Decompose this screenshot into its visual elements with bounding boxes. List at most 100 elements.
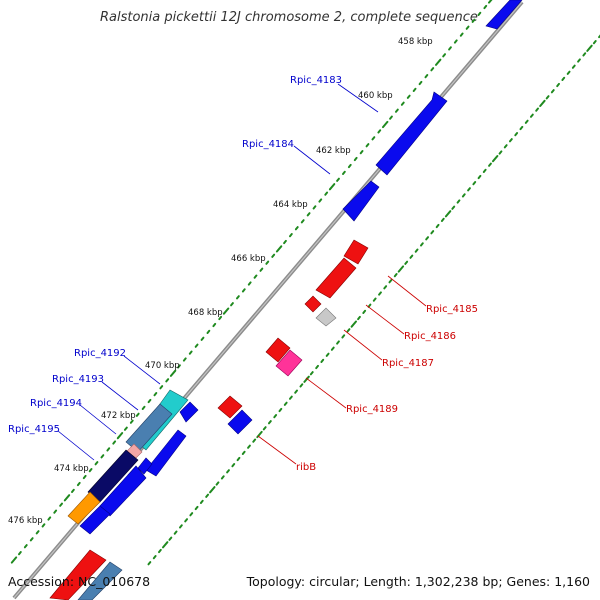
label-rpic-4192[interactable]: Rpic_4192: [74, 348, 126, 359]
gene-rpic-4185[interactable]: [343, 239, 369, 265]
rail-dot: [353, 156, 358, 162]
gene-top-partial[interactable]: [485, 0, 523, 30]
rail-dot: [357, 315, 361, 321]
rail-dot: [63, 494, 71, 502]
rail-dot: [467, 187, 471, 192]
rail-dot: [383, 285, 388, 290]
label-rpic-4185[interactable]: Rpic_4185: [426, 304, 478, 315]
gene-red-bottom[interactable]: [49, 549, 107, 600]
rail-dot: [461, 193, 466, 198]
rail-dot: [135, 412, 140, 417]
rail-dot: [153, 392, 158, 397]
rail-dot: [346, 328, 351, 333]
rail-dot: [509, 138, 513, 143]
rail-dot: [397, 265, 405, 273]
rail-dot: [252, 438, 257, 443]
gene-rpic-4189[interactable]: [275, 349, 303, 377]
rail-dot: [147, 398, 152, 404]
gene-orange[interactable]: [67, 491, 101, 525]
rail-dot: [158, 548, 162, 554]
label-rpic-4184[interactable]: Rpic_4184: [242, 139, 294, 150]
label-rpic-4187[interactable]: Rpic_4187: [382, 358, 434, 369]
rail-dot: [393, 273, 398, 278]
rail-dot: [318, 198, 323, 203]
label-rpic-4189[interactable]: Rpic_4189: [346, 404, 398, 415]
rail-dot: [420, 242, 424, 247]
gene-ribb-red[interactable]: [217, 395, 243, 419]
rail-dot: [212, 322, 217, 328]
rail-dot: [406, 94, 411, 99]
gene-steel-bottom[interactable]: [77, 561, 123, 600]
label-rpic-4195[interactable]: Rpic_4195: [8, 424, 60, 435]
rail-dot: [456, 199, 461, 204]
rail-dot: [289, 395, 293, 400]
rail-dot: [328, 183, 336, 191]
rail-dot: [241, 288, 246, 293]
label-rpic-4186[interactable]: Rpic_4186: [404, 331, 456, 342]
label-rpic-4193[interactable]: Rpic_4193: [52, 374, 104, 385]
rail-dot: [425, 236, 429, 241]
gene-4192-small[interactable]: [179, 401, 199, 423]
rail-dot: [231, 463, 236, 468]
rail-dot: [377, 129, 382, 134]
rail-dot: [236, 295, 240, 300]
rail-dot: [294, 226, 299, 231]
rail-dot: [483, 4, 488, 10]
rail-dot: [404, 260, 409, 265]
gene-rpic-4186[interactable]: [315, 257, 357, 299]
rail-dot: [94, 461, 99, 466]
reverse-labels: Rpic_4185 Rpic_4186 Rpic_4187 Rpic_4189 …: [257, 275, 478, 473]
rail-dot: [598, 34, 600, 39]
rail-dot: [71, 488, 75, 493]
rail-dot: [498, 150, 503, 155]
rail-dot: [382, 120, 389, 129]
rail-dot: [412, 87, 417, 92]
rail-dot: [182, 357, 187, 362]
rail-dot: [209, 486, 216, 494]
gene-4194-small[interactable]: [137, 457, 153, 475]
tick-label: 468 kbp: [188, 308, 223, 318]
rail-dot: [341, 334, 346, 339]
rail-dot: [430, 230, 435, 235]
rail-dot: [524, 119, 529, 124]
topology-label: Topology: circular; Length: 1,302,238 bp…: [246, 574, 590, 589]
rail-dot: [162, 541, 169, 549]
rail-dot: [395, 108, 399, 113]
gene-blue-lower[interactable]: [79, 505, 111, 535]
rail-dot: [116, 432, 124, 440]
label-rpic-4194[interactable]: Rpic_4194: [30, 398, 82, 409]
label-rpic-4183[interactable]: Rpic_4183: [290, 75, 342, 86]
rail-dot: [448, 46, 452, 51]
accession-label: Accession: NC_010678: [8, 574, 151, 589]
gene-ribb[interactable]: [227, 409, 253, 435]
rail-dot: [566, 70, 571, 75]
rail-dot: [550, 89, 555, 94]
gene-rpic-4187-red[interactable]: [265, 337, 291, 363]
rail-dot: [268, 420, 272, 425]
rail-dot: [336, 177, 340, 182]
rail-dot: [440, 217, 445, 222]
label-ribb[interactable]: ribB: [296, 462, 316, 473]
rail-dot: [312, 205, 317, 210]
gene-rpic-4187[interactable]: [315, 307, 337, 327]
tick-label: 464 kbp: [273, 200, 308, 210]
rail-dot: [283, 401, 288, 406]
gene-rpic-4183[interactable]: [375, 91, 448, 176]
rail-dot: [539, 99, 546, 107]
rail-dot: [418, 80, 423, 86]
rail-dot: [306, 212, 311, 217]
rail-dot: [152, 555, 157, 560]
rail-dot: [159, 385, 164, 390]
rail-dot: [535, 107, 539, 112]
gene-rpic-4186b[interactable]: [304, 295, 322, 313]
gene-rpic-4184[interactable]: [342, 180, 380, 222]
rail-dot: [299, 383, 304, 388]
rail-dot: [88, 468, 93, 473]
rail-dot: [241, 450, 246, 455]
rail-dot: [199, 499, 204, 504]
gene-4194-side[interactable]: [145, 429, 187, 477]
rail-dot: [206, 329, 211, 334]
rail-dot: [283, 239, 287, 245]
rail-dot: [41, 523, 46, 528]
